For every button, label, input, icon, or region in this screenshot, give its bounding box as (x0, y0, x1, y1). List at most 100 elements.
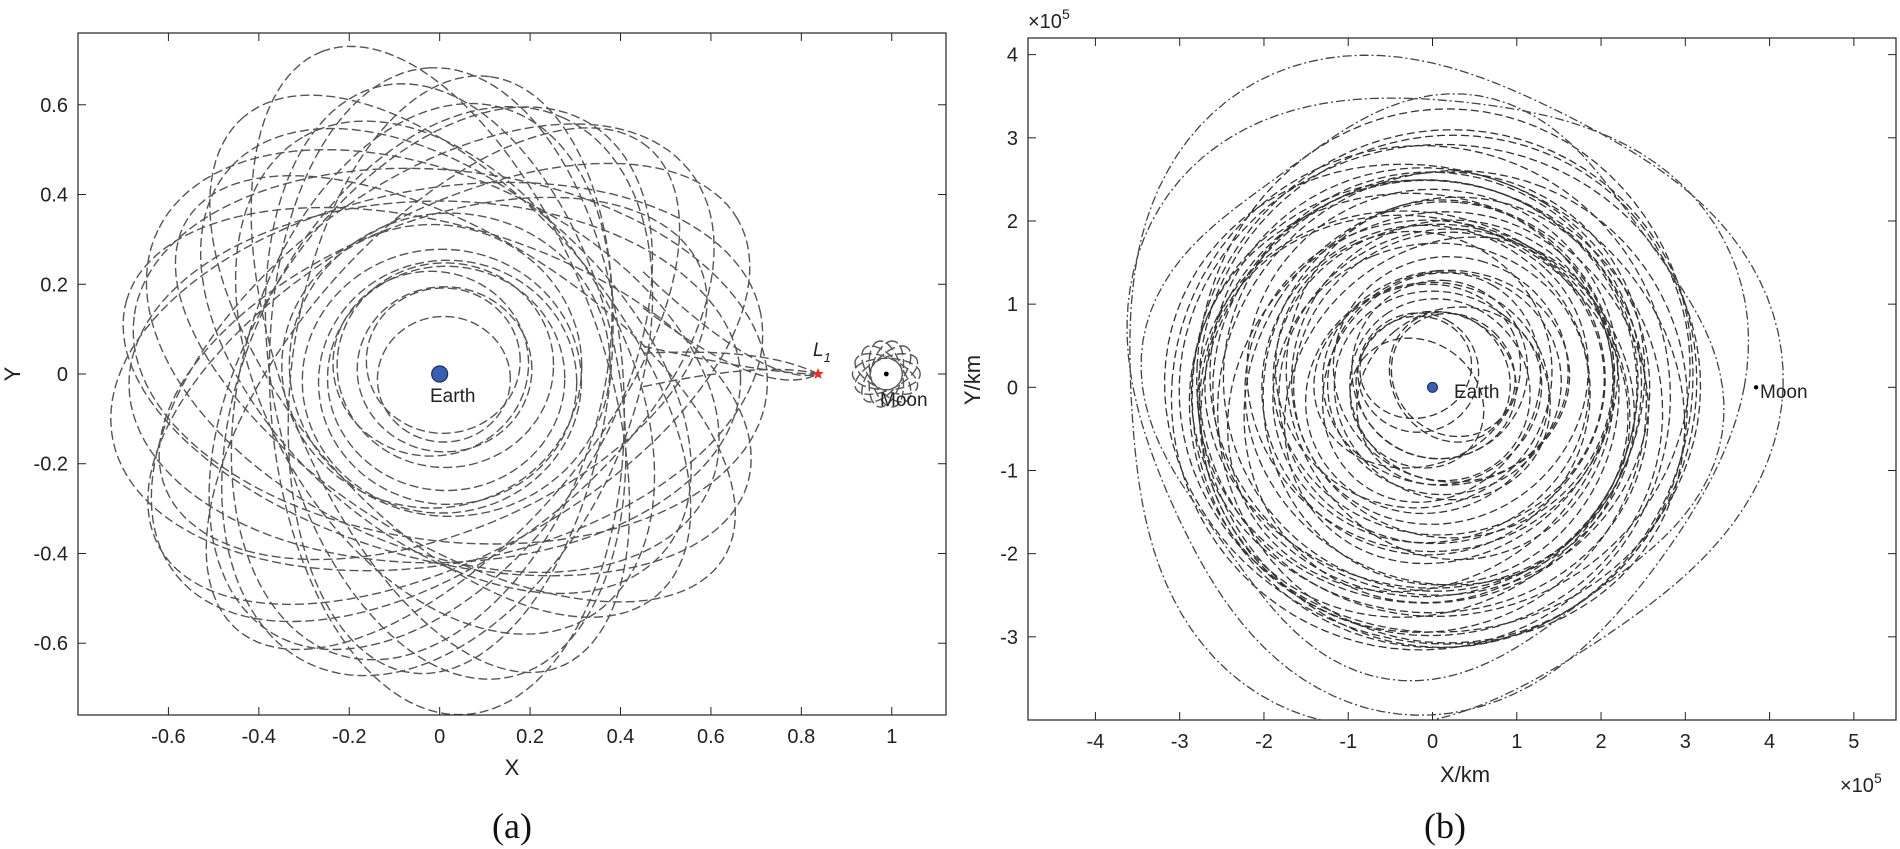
panel-b-moon-marker (1753, 385, 1759, 390)
panel-b-trajectory-ring (1351, 279, 1529, 460)
panel-a-trajectory-loop (268, 67, 626, 715)
panel-a-trajectory-loop (220, 106, 654, 677)
panel-b-trajectory-ring (1209, 167, 1651, 596)
panel-a-x-tick-label: 0.4 (607, 726, 635, 748)
panel-b-outer-trajectory (1126, 97, 1750, 716)
panel-b-y-tick-label: -3 (1000, 627, 1018, 649)
panel-b-trajectory-ring (1333, 290, 1551, 501)
panel-b-y-tick-label: 0 (1007, 377, 1018, 399)
panel-a-trajectory-ring (336, 262, 555, 469)
panel-a-x-tick-label: 0.8 (787, 726, 815, 748)
panel-a-trajectory-loop (264, 83, 627, 680)
panel-a-y-tick-label: 0.6 (40, 95, 68, 117)
panel-a-trajectory-loop (132, 167, 769, 545)
panel-a-transfer-arc (642, 368, 819, 388)
panel-b-trajectory-ring (1191, 129, 1698, 649)
panel-b-trajectory-ring (1283, 236, 1616, 565)
panel-b-x-tick-label: -4 (1087, 731, 1105, 753)
panel-a-trajectory-loop (250, 45, 631, 674)
panel-a-lunar-loop (851, 357, 921, 391)
panel-a-trajectory-loop (287, 75, 614, 675)
panel-b-trajectory-ring (1349, 337, 1485, 469)
panel-a-lunar-loop (854, 353, 919, 395)
panel-a-y-tick-label: -0.6 (34, 633, 68, 655)
panel-a-trajectory-loop (158, 196, 708, 561)
panel-a-x-tick-label: 1 (886, 726, 897, 748)
panel-b-y-scale-factor: ×105 (1028, 6, 1070, 33)
panel-b-y-ticks: -3 -2 -1 0 1 2 3 4 (1000, 45, 1896, 649)
panel-b-y-tick-label: 4 (1007, 45, 1018, 67)
panel-b-moon-label: Moon (1760, 382, 1808, 403)
panel-b-earth-label: Earth (1454, 382, 1499, 403)
panel-b-trajectory-ring (1178, 143, 1702, 633)
panel-b-x-tick-label: 2 (1595, 731, 1606, 753)
panel-b-x-tick-label: -2 (1255, 731, 1273, 753)
panel-a-l1-marker (812, 368, 824, 379)
panel-b-trajectory-ring (1290, 219, 1614, 539)
panel-a-y-tick-label: 0.2 (40, 274, 68, 296)
panel-a-y-tick-label: 0.4 (40, 185, 68, 207)
panel-b-axes-frame (1027, 37, 1897, 721)
panel-a-transfer-arc (643, 351, 819, 375)
panel-a-lunar-loop (861, 345, 912, 403)
panel-b-trajectory-ring (1313, 283, 1522, 469)
panel-a-x-axis-label: X (505, 755, 520, 780)
panel-b-x-tick-label: 0 (1427, 731, 1438, 753)
panel-a-trajectories (110, 45, 921, 715)
panel-a-trajectory-ring (317, 259, 578, 505)
panel-b-trajectory-ring (1293, 231, 1589, 525)
panel-b-trajectory-ring (1198, 134, 1691, 618)
panel-a-moon-marker (883, 371, 889, 377)
panel-b-trajectory-ring (1272, 223, 1605, 536)
panel-b-trajectory-ring (1390, 312, 1516, 438)
panel-a-trajectory-loop (145, 148, 720, 574)
panel-b-trajectory-ring (1272, 242, 1590, 544)
panel-b-trajectory-ring (1188, 179, 1664, 637)
panel-b-x-ticks: -4 -3 -2 -1 0 1 2 3 4 5 (1087, 38, 1859, 753)
panel-a-trajectory-ring (281, 223, 583, 509)
panel-a-x-tick-label: -0.2 (332, 726, 366, 748)
panel-b-x-tick-label: -3 (1171, 731, 1189, 753)
panel-b-x-tick-label: -1 (1339, 731, 1357, 753)
panel-a-trajectory-loop (209, 94, 692, 619)
panel-b-y-tick-label: 1 (1007, 294, 1018, 316)
panel-a-caption: (a) (492, 806, 532, 846)
panel-a-x-tick-label: 0 (434, 726, 445, 748)
panel-b-y-tick-label: 3 (1007, 128, 1018, 150)
panel-b-x-tick-label: 5 (1848, 731, 1859, 753)
panel-a-trajectory-ring (326, 265, 566, 492)
panel-b-outer-trajectory (1140, 93, 1725, 682)
panel-b-trajectory-ring (1222, 171, 1643, 592)
panel-b-trajectory-ring (1196, 108, 1694, 649)
panel-b-trajectory-ring (1170, 144, 1672, 651)
panel-b-trajectory-ring (1285, 199, 1615, 561)
panel-a-y-axis-label: Y (0, 366, 25, 381)
panel-b-y-tick-label: -2 (1000, 544, 1018, 566)
panel-b-trajectory-ring (1216, 170, 1689, 644)
panel-a-lunar-loop (868, 340, 905, 408)
panel-a-y-tick-label: -0.4 (34, 543, 68, 565)
panel-a-trajectory-loop (150, 123, 715, 623)
panel-b: -4 -3 -2 -1 0 1 2 3 4 5 -3 -2 -1 0 1 2 3 4 X/km Y/km ×10… (960, 6, 1897, 846)
panel-a-y-tick-label: 0 (57, 364, 68, 386)
panel-b-trajectory-ring (1244, 219, 1635, 586)
panel-a: -0.6 -0.4 -0.2 0 0.2 0.4 0.6 0.8 1 -0.6 -0.4 -0.2 0… (0, 32, 947, 846)
panel-b-trajectory-ring (1243, 196, 1639, 604)
panel-b-y-tick-label: -1 (1000, 460, 1018, 482)
panel-a-trajectory-ring (356, 286, 533, 453)
panel-b-trajectory-ring (1274, 230, 1553, 509)
panel-a-earth-label: Earth (430, 386, 475, 407)
panel-b-trajectory-ring (1332, 256, 1569, 483)
panel-b-trajectory-ring (1322, 269, 1571, 486)
panel-b-trajectory-ring (1246, 188, 1619, 553)
panel-b-caption: (b) (1424, 806, 1466, 846)
panel-b-trajectory-ring (1349, 298, 1531, 482)
panel-b-trajectory-ring (1190, 192, 1650, 614)
panel-b-trajectory-ring (1262, 201, 1620, 586)
panel-b-trajectory-ring (1321, 272, 1542, 503)
panel-a-trajectory-ring (365, 287, 521, 434)
panel-a-trajectory-ring (376, 315, 511, 443)
panel-a-x-tick-label: -0.6 (151, 726, 185, 748)
panel-a-x-ticks: -0.6 -0.4 -0.2 0 0.2 0.4 0.6 0.8 1 (151, 33, 897, 748)
